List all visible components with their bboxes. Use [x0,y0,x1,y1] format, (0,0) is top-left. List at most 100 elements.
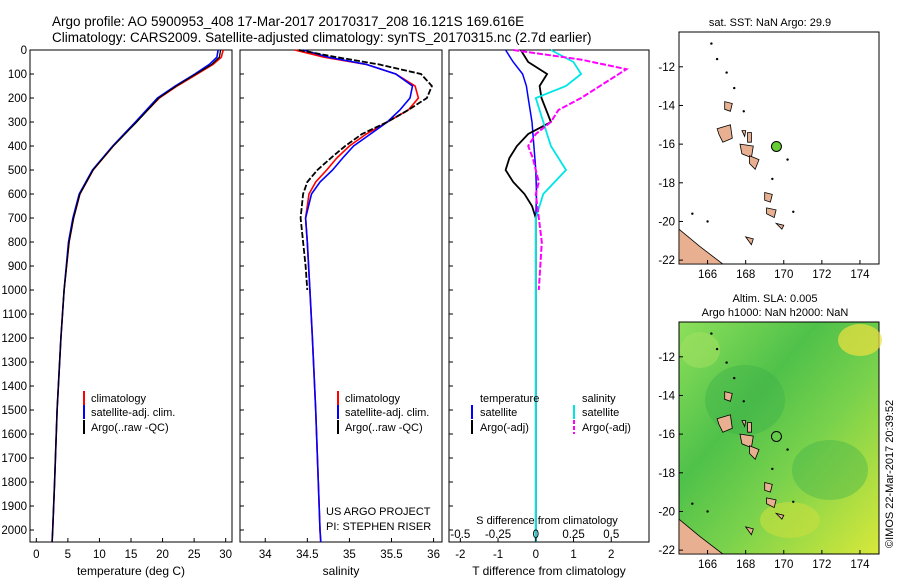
map-x-tick-label: 166 [698,559,717,571]
map-y-tick-label: -12 [658,62,675,74]
depth-axis: 0 100 200 300 400 500 600 700 800 900 1000 1100 1200… [1,45,453,537]
x-tick-label: 0 [33,549,39,561]
pi-annotation: PI: STEPHEN RISER [326,521,431,533]
depth-tick-label: 200 [8,93,27,105]
depth-tick-label: 500 [8,165,27,177]
map-y-tick-label: -22 [658,255,675,267]
legend-salinity-title: salinity [582,393,616,405]
map-x-tick-label: 172 [812,559,831,571]
temperature-panel-frame [29,49,233,543]
depth-tick-label: 800 [8,237,27,249]
legend-t-satellite: satellite [480,407,517,419]
island-shape [774,222,785,230]
series-line-climatology [294,49,420,543]
islet-dot [792,500,795,503]
islet-dot [742,110,745,113]
temperature-x-axis: 0 5 10 15 20 25 30 [33,538,232,561]
depth-tick-label: 0 [21,45,27,57]
salinity-xlabel: salinity [323,564,360,578]
difference-panel-frame [448,49,650,543]
x-tick-label: 10 [93,549,106,561]
island-shape [764,481,773,493]
sla-map-title-2: Argo h1000: NaN h2000: NaN [702,307,849,319]
sla-map-title-1: Altim. SLA: 0.005 [733,293,818,305]
map-y-tick-label: -14 [658,100,675,112]
island-shape [766,207,777,219]
x-tick-label: 34.5 [296,549,318,561]
islet-dot [710,332,713,335]
sla-map-land [678,332,795,555]
x-tick-label: 34 [259,549,272,561]
depth-tick-label: 100 [8,69,27,81]
island-shape [716,414,733,433]
island-shape [678,228,724,265]
diff-line-s-satellite [534,49,583,542]
legend-climatology: climatology [91,393,147,405]
map-x-tick-label: 168 [736,269,755,281]
island-shape [774,512,785,520]
island-shape [747,132,752,143]
islet-dot [715,347,719,351]
salinity-x-axis: 34 34.5 35 35.5 36 [259,538,440,561]
depth-tick-label: 1800 [1,477,27,489]
map-y-tick-label: -14 [658,390,675,402]
x-tick-label: 35.5 [380,549,402,561]
x-tick-label: 2 [608,549,614,561]
depth-tick-label: 1600 [1,429,27,441]
legend-satellite-adj-2: satellite-adj. clim. [345,407,429,419]
x-tick-label: 36 [427,549,440,561]
islet-dot [691,212,694,215]
map-y-tick-label: -18 [658,178,675,190]
difference-x-axis: -2 -1 0 1 2 -0.5 -0.25 0 0.25 0.5 [450,529,619,561]
map-y-tick-label: -16 [658,429,675,441]
islet-dot [733,376,736,380]
salinity-series [294,49,433,543]
island-shape [749,445,760,461]
diff-line-t-argo-adj- [504,49,553,542]
figure-title-line2: Climatology: CARS2009. Satellite-adjuste… [52,30,592,45]
depth-tick-label: 1000 [1,285,27,297]
s-difference-label: S difference from climatology [476,515,618,527]
islet-dot [706,220,709,223]
legend-s-argo: Argo(-adj) [582,422,631,434]
map-x-tick-label: 170 [774,559,793,571]
depth-tick-label: 1700 [1,453,27,465]
x-tick-label: 20 [156,549,169,561]
legend-satellite-adj: satellite-adj. clim. [91,407,175,419]
imos-credit: ©IMOS 22-Mar-2017 20:39:52 [884,400,896,548]
s-tick-label: 0 [533,529,539,541]
island-shape [744,236,754,246]
island-shape [724,391,733,402]
legend-t-argo: Argo(-adj) [480,422,529,434]
island-shape [724,101,733,112]
islet-dot [710,42,713,45]
legend-climatology-2: climatology [345,393,401,405]
depth-tick-label: 2000 [1,525,27,537]
depth-tick-label: 1500 [1,405,27,417]
sla-map-axes: 166 168 170 172 174 -12 -14 -16 -18 -20 -22 [658,352,870,571]
map-x-tick-label: 168 [736,559,755,571]
island-shape [741,420,747,428]
map-y-tick-label: -22 [658,545,675,557]
map-x-tick-label: 170 [774,269,793,281]
island-shape [716,124,733,143]
sla-map-texture [680,324,882,538]
islet-dot [792,210,795,213]
series-line-argo-raw-qc- [51,49,222,543]
temperature-series [51,49,224,543]
map-y-tick-label: -16 [658,139,675,151]
islet-dot [725,361,728,364]
map-x-tick-label: 174 [850,559,870,571]
depth-tick-label: 1200 [1,333,27,345]
x-tick-label: -1 [493,549,503,561]
diff-line-s-argo-adj- [513,49,630,291]
legend-temperature-title: temperature [480,393,539,405]
island-shape [678,518,724,555]
s-tick-label: -0.5 [450,529,470,541]
islet-dot [786,158,789,161]
sst-map-axes: 166 168 170 172 174 -12 -14 -16 -18 -20 -22 [658,62,870,281]
map-y-tick-label: -18 [658,468,675,480]
series-line-argo-raw-qc- [298,49,433,291]
legend-argo-2: Argo(..raw -QC) [345,422,423,434]
map-y-tick-label: -20 [658,216,675,228]
